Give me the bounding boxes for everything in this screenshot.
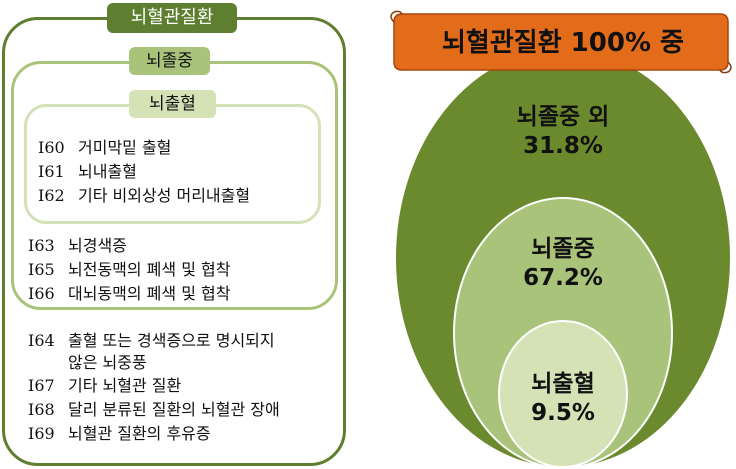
code: I62: [38, 186, 65, 205]
code: I69: [28, 424, 55, 443]
code: I65: [28, 260, 55, 279]
code-description: 대뇌동맥의 폐색 및 협착: [68, 284, 231, 303]
code-item: I65 뇌전동맥의 폐색 및 협착: [28, 258, 230, 282]
code: I64: [28, 331, 55, 350]
stroke-percent: 67.2%: [523, 265, 603, 291]
code-description: 뇌내출혈: [78, 162, 137, 181]
code-description: 거미막밑 출혈: [78, 138, 172, 157]
code-item: I61 뇌내출혈: [38, 160, 250, 184]
code-item: I60 거미막밑 출혈: [38, 136, 250, 160]
code: I63: [28, 236, 55, 255]
mid-code-list: I63 뇌경색증 I65 뇌전동맥의 폐색 및 협착 I66 대뇌동맥의 폐색 및 협…: [28, 234, 230, 306]
code-item: I66 대뇌동맥의 폐색 및 협착: [28, 282, 230, 306]
code-description: 기타 비외상성 머리내출혈: [78, 186, 251, 205]
title-banner: 뇌혈관질환 100% 중: [390, 10, 732, 74]
code-description: 달리 분류된 질환의 뇌혈관 장애: [68, 400, 280, 419]
non-stroke-percent: 31.8%: [523, 133, 603, 159]
code-description-line2: 않은 뇌중풍: [68, 353, 147, 372]
hemorrhage-percent: 9.5%: [531, 400, 595, 426]
code-item: I63 뇌경색증: [28, 234, 230, 258]
code-item: I69 뇌혈관 질환의 후유증: [28, 422, 280, 446]
code: I66: [28, 284, 55, 303]
code-description: 뇌전동맥의 폐색 및 협착: [68, 260, 231, 279]
code: I68: [28, 400, 55, 419]
code: I67: [28, 376, 55, 395]
code-description: 기타 뇌혈관 질환: [68, 376, 182, 395]
banner-curl-right: [719, 61, 732, 74]
non-stroke-label: 뇌졸중 외: [517, 104, 610, 130]
code: I61: [38, 162, 65, 181]
inner-box-label: 뇌출혈: [129, 90, 216, 118]
code-item: I62 기타 비외상성 머리내출혈: [38, 184, 250, 208]
banner-title: 뇌혈관질환 100% 중: [442, 28, 684, 58]
inner-code-list: I60 거미막밑 출혈 I61 뇌내출혈 I62 기타 비외상성 머리내출혈: [38, 136, 250, 208]
stroke-label: 뇌졸중: [531, 236, 594, 262]
code-item: I67 기타 뇌혈관 질환: [28, 374, 280, 398]
code-description-line1: 출혈 또는 경색증으로 명시되지: [68, 331, 275, 350]
mid-box-label: 뇌졸중: [129, 47, 210, 75]
code-description: 뇌경색증: [68, 236, 127, 255]
code: I60: [38, 138, 65, 157]
banner-curl-left: [390, 10, 403, 23]
code-description: 뇌혈관 질환의 후유증: [68, 424, 211, 443]
code-item: I68 달리 분류된 질환의 뇌혈관 장애: [28, 398, 280, 422]
hemorrhage-label: 뇌출혈: [531, 371, 594, 397]
outer-box-label: 뇌혈관질환: [107, 3, 237, 33]
ellipse-hemorrhage: [498, 320, 628, 468]
